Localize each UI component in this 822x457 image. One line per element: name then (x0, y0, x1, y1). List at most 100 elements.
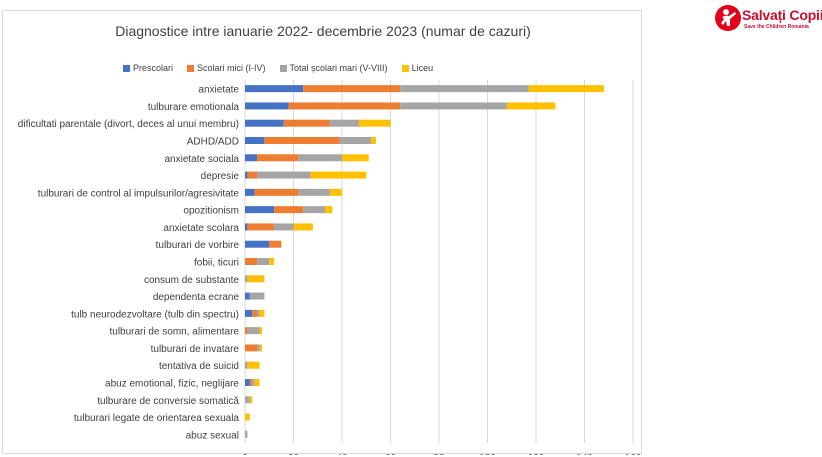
category-label: abuz emotional, fizic, neglijare (105, 379, 239, 390)
bar-segment-prescolari (245, 188, 255, 196)
bar-segment-total-colari-mari-v-viii (298, 154, 342, 162)
bar-segment-scolari-mici-i-iv (245, 327, 248, 335)
x-tick-label: 20 (288, 453, 300, 455)
category-label: tulburare emotionala (148, 102, 240, 113)
category-label: tulburari de invatare (151, 344, 240, 355)
bar-segment-scolari-mici-i-iv (247, 223, 275, 231)
bar-segment-total-colari-mari-v-viii (329, 119, 359, 127)
category-label: tulburari legate de orientarea sexuala (74, 413, 240, 424)
x-tick-label: 40 (336, 453, 348, 455)
legend-label: Total școlari mari (V-VIII) (289, 63, 388, 73)
bar-segment-scolari-mici-i-iv (283, 119, 330, 127)
bar-segment-total-colari-mari-v-viii (245, 396, 250, 404)
bar-segment-liceu (249, 396, 253, 404)
brand-name: Salvați Copiii (742, 7, 822, 23)
bar-segment-liceu (310, 171, 367, 179)
bar-segment-scolari-mici-i-iv (249, 379, 253, 386)
brand-tagline: Save the Children Romania (744, 24, 809, 30)
bar-segment-total-colari-mari-v-viii (252, 379, 255, 386)
legend-swatch (123, 64, 130, 72)
category-label: ADHD/ADD (187, 137, 239, 148)
bar-segment-liceu (259, 344, 262, 352)
bar-segment-total-colari-mari-v-viii (257, 171, 311, 179)
legend-label: Scolari mici (I-IV) (197, 63, 266, 73)
bar-segment-prescolari (245, 309, 253, 317)
category-label: opozitionism (183, 206, 239, 217)
bar-segment-prescolari (245, 137, 265, 144)
chart-legend: Prescolari Scolari mici (I-IV) Total școla… (123, 63, 433, 73)
bar-segment-scolari-mici-i-iv (288, 102, 401, 110)
legend-item: Scolari mici (I-IV) (187, 63, 266, 73)
bar-segment-prescolari (245, 85, 304, 93)
category-label: dependenta ecrane (153, 292, 240, 303)
bar-segment-liceu (325, 206, 333, 214)
x-tick-label: 0 (242, 453, 248, 455)
bar-segment-total-colari-mari-v-viii (257, 258, 270, 265)
bar-segment-liceu (329, 188, 342, 196)
bar-segment-liceu (371, 137, 376, 144)
legend-swatch (279, 64, 287, 72)
bar-segment-scolari-mici-i-iv (245, 258, 258, 265)
x-tick-label: 160 (625, 453, 642, 455)
bar-segment-scolari-mici-i-iv (257, 154, 299, 162)
bar-segment-total-colari-mari-v-viii (245, 361, 248, 369)
x-tick-label: 60 (385, 453, 397, 455)
bar-segment-total-colari-mari-v-viii (274, 223, 294, 231)
category-label: tulburare de conversie somatică (97, 396, 239, 407)
legend-swatch (187, 64, 195, 72)
category-label: tulburari de somn, alimentare (109, 327, 239, 338)
chart-title: Diagnostice intre ianuarie 2022- decembr… (115, 23, 531, 39)
category-label: consum de substante (144, 275, 239, 286)
child-figure-icon (715, 5, 741, 31)
bar-segment-liceu (342, 154, 369, 162)
legend-item: Prescolari (123, 63, 173, 73)
category-label: fobii, ticuri (194, 258, 239, 269)
bar-segment-liceu (254, 379, 260, 386)
chart-plot: 0 20 40 60 80 100 120 140 160 anxietate tulburare … (18, 80, 642, 455)
bar-segment-scolari-mici-i-iv (274, 206, 304, 214)
bar-segment-total-colari-mari-v-viii (257, 344, 260, 352)
bar-segment-liceu (269, 258, 275, 265)
category-label: tulburari de vorbire (156, 240, 240, 251)
category-label: anxietate (198, 85, 239, 96)
bar-segment-total-colari-mari-v-viii (400, 85, 529, 93)
bar-segment-scolari-mici-i-iv (245, 344, 258, 352)
bar-segment-total-colari-mari-v-viii (247, 327, 260, 335)
bar-segment-total-colari-mari-v-viii (257, 309, 260, 317)
bar-segment-prescolari (245, 223, 248, 231)
x-tick-label: 140 (576, 453, 593, 455)
category-label: anxietate scolara (163, 223, 239, 234)
bar-segment-total-colari-mari-v-viii (298, 188, 330, 196)
bar-segment-prescolari (245, 206, 275, 214)
bar-segment-total-colari-mari-v-viii (303, 206, 326, 214)
category-label: tulb neurodezvoltare (tulb din spectru) (71, 309, 239, 320)
bar-segment-liceu (259, 327, 262, 335)
legend-label: Prescolari (133, 63, 174, 73)
legend-label: Liceu (411, 63, 434, 73)
bar-segment-scolari-mici-i-iv (254, 188, 299, 196)
legend-item: Liceu (401, 63, 434, 73)
brand-logo: Salvați Copiii Save the Children Romania (714, 4, 822, 38)
bar-segment-prescolari (245, 292, 250, 300)
bar-segment-prescolari (245, 102, 289, 110)
x-tick-label: 100 (479, 453, 496, 455)
category-label: anxietate sociala (165, 154, 240, 165)
x-tick-label: 120 (528, 453, 545, 455)
x-tick-label: 80 (433, 453, 445, 455)
chart-frame: Diagnostice intre ianuarie 2022- decembr… (2, 10, 642, 455)
bar-segment-total-colari-mari-v-viii (245, 275, 248, 283)
bar-segment-liceu (259, 309, 265, 317)
bar-segment-liceu (293, 223, 313, 231)
category-label: tulburari de control al impulsurilor/agr… (38, 188, 240, 199)
category-label: dificultati parentale (divort, deces al … (18, 119, 239, 130)
bar-segment-liceu (245, 413, 250, 421)
category-label: depresie (201, 171, 240, 182)
legend-swatch (401, 64, 409, 72)
bar-segment-scolari-mici-i-iv (269, 240, 282, 248)
bar-segment-scolari-mici-i-iv (247, 171, 258, 179)
bar-segment-total-colari-mari-v-viii (249, 292, 265, 300)
bar-segment-total-colari-mari-v-viii (339, 137, 372, 144)
bar-segment-prescolari (245, 379, 250, 386)
bar-segment-prescolari (245, 154, 258, 162)
bar-segment-liceu (247, 361, 260, 369)
